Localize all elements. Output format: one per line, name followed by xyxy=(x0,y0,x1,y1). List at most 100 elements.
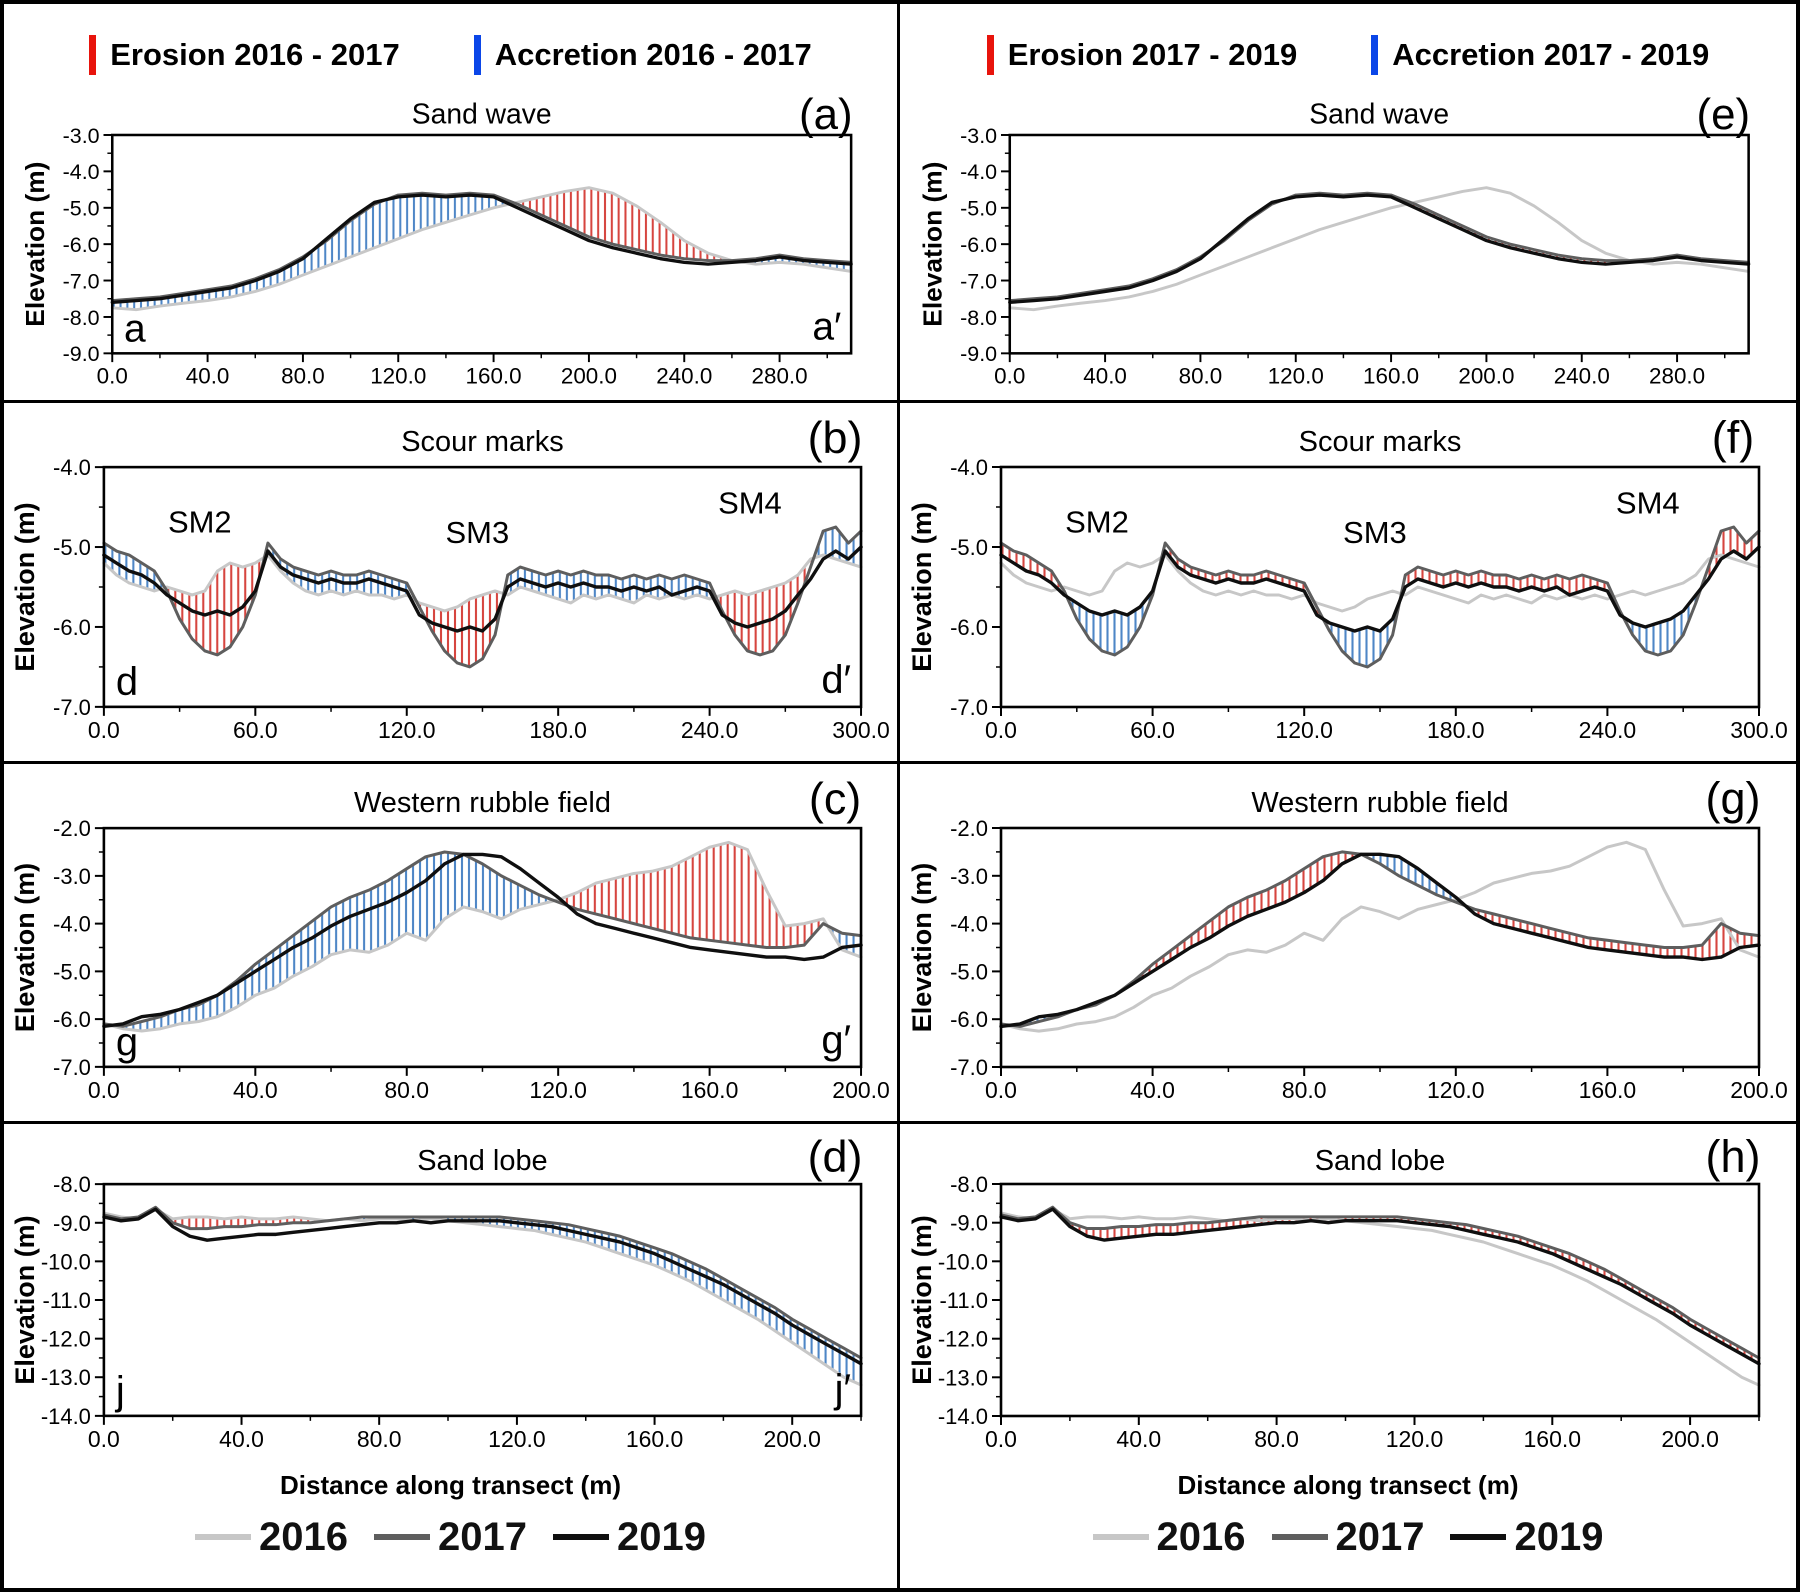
transect-end-label: g′ xyxy=(821,1018,851,1062)
x-tick-label: 240.0 xyxy=(1554,363,1610,388)
x-tick-label: 280.0 xyxy=(1649,363,1705,388)
accretion-region xyxy=(1323,600,1400,667)
x-tick-label: 200.0 xyxy=(561,363,617,388)
x-tick-label: 280.0 xyxy=(752,363,808,388)
y-axis-title: Elevation (m) xyxy=(20,161,50,326)
scour-mark-label: SM4 xyxy=(718,485,782,520)
x-tick-label: 120.0 xyxy=(529,1077,586,1103)
scour-mark-label: SM4 xyxy=(1616,485,1680,520)
y-tick-label: -4.0 xyxy=(960,160,997,184)
legend-accretion-label: Accretion 2016 - 2017 xyxy=(494,36,812,72)
x-tick-label: 80.0 xyxy=(1179,363,1223,388)
legend-2016: 2016 xyxy=(195,1515,348,1560)
panel-b-cell: 0.0 60.0 120.0 180.0 240.0 300.0 -4.0 -5.0 -6.0-… xyxy=(4,403,900,764)
x-axis: 0.0 60.0 120.0 180.0 240.0 300.0 xyxy=(88,706,890,743)
y-tick-label: -7.0 xyxy=(53,1055,91,1080)
legend-2017: 2017 xyxy=(1271,1514,1425,1560)
transect-end-label: a′ xyxy=(812,306,841,349)
y-tick-label: -2.0 xyxy=(950,816,988,841)
x-axis-title: Distance along transect (m) xyxy=(280,1470,621,1500)
y-tick-label: -6.0 xyxy=(63,233,100,257)
legend-top-left: Erosion 2016 - 2017 Accretion 2016 - 201… xyxy=(4,4,897,96)
x-tick-label: 80.0 xyxy=(1282,1077,1327,1103)
change-hatch-regions xyxy=(1001,1207,1759,1364)
x-axis: 0.0 40.0 80.0 120.0 160.0 200.0 240.0 280.0 xyxy=(97,353,828,388)
x-tick-label: 60.0 xyxy=(233,717,278,743)
x-tick-label: 160.0 xyxy=(1524,1426,1582,1452)
x-tick-label: 0.0 xyxy=(97,363,128,388)
change-hatch-regions xyxy=(112,187,852,310)
x-tick-label: 300.0 xyxy=(1730,717,1788,743)
x-axis: 0.0 40.0 80.0 120.0 160.0 200.0 xyxy=(985,1416,1760,1452)
y-tick-label: -10.0 xyxy=(41,1249,91,1274)
transect-end-label: j′ xyxy=(834,1367,851,1411)
erosion-region xyxy=(514,187,732,261)
x-tick-label: 80.0 xyxy=(281,363,325,388)
profile-line-2017 xyxy=(110,191,853,302)
x-tick-label: 120.0 xyxy=(1427,1077,1485,1103)
profile-line-2019 xyxy=(110,193,853,304)
panel-letter: (f) xyxy=(1712,412,1754,463)
panel-letter: (b) xyxy=(808,412,863,463)
panel-a-cell: Erosion 2016 - 2017 Accretion 2016 - 201… xyxy=(4,4,900,403)
x-tick-label: 0.0 xyxy=(88,1077,120,1103)
x-tick-label: 200.0 xyxy=(763,1426,820,1452)
accretion-tick-icon xyxy=(1371,34,1379,75)
accretion-tick-icon xyxy=(473,34,481,75)
transect-start-label: g xyxy=(116,1020,138,1064)
y-tick-label: -4.0 xyxy=(63,160,100,184)
y-tick-label: -14.0 xyxy=(938,1404,988,1429)
x-tick-label: 0.0 xyxy=(88,717,120,743)
panel-e-chart: 0.0 40.0 80.0 120.0 160.0 200.0 240.0 280.0 -3.0… xyxy=(918,96,1751,388)
profile-line-2016 xyxy=(102,840,863,1033)
profile-line-2019 xyxy=(999,852,1761,1029)
x-tick-label: 40.0 xyxy=(1116,1426,1161,1452)
profile-line-2017 xyxy=(999,1205,1761,1360)
line-swatch-2019 xyxy=(1450,1534,1507,1540)
change-hatch-regions xyxy=(103,842,862,1032)
y-axis: -3.0 -4.0 -5.0 -6.0 -7.0 -8.0 -9.0 xyxy=(960,124,1010,366)
x-tick-label: 0.0 xyxy=(985,1426,1017,1452)
y-axis-title: Elevation (m) xyxy=(907,863,937,1033)
legend-2017-label: 2017 xyxy=(1335,1514,1425,1559)
y-tick-label: -4.0 xyxy=(950,455,988,480)
legend-erosion-label: Erosion 2016 - 2017 xyxy=(110,36,400,72)
x-tick-label: 80.0 xyxy=(1254,1426,1299,1452)
y-tick-label: -4.0 xyxy=(53,912,91,937)
x-axis: 0.0 40.0 80.0 120.0 160.0 200.0 240.0 280.0 xyxy=(994,353,1726,388)
y-tick-label: -6.0 xyxy=(53,615,91,640)
panel-f-cell: 0.0 60.0 120.0 180.0 240.0 300.0 -4.0 -5.0 -6.0-… xyxy=(900,403,1796,764)
panel-g-cell: 0.0 40.0 80.0 120.0 160.0 200.0 -2.0 -3.0 -4.0 -5… xyxy=(900,764,1796,1124)
y-tick-label: -7.0 xyxy=(63,269,100,293)
x-tick-label: 40.0 xyxy=(233,1077,278,1103)
panel-letter: (h) xyxy=(1706,1131,1761,1182)
y-tick-label: -12.0 xyxy=(938,1327,988,1352)
erosion-tick-icon xyxy=(986,34,994,75)
x-tick-label: 120.0 xyxy=(1386,1426,1444,1452)
x-tick-label: 120.0 xyxy=(378,717,435,743)
x-tick-label: 240.0 xyxy=(656,363,712,388)
profile-line-2016 xyxy=(999,553,1761,613)
x-tick-label: 300.0 xyxy=(832,717,889,743)
profile-line-2019 xyxy=(102,1207,863,1366)
transect-start-label: j xyxy=(115,1369,125,1413)
y-tick-label: -3.0 xyxy=(960,124,997,148)
accretion-region xyxy=(827,925,862,958)
accretion-region xyxy=(264,543,417,601)
scour-mark-label: SM3 xyxy=(1343,515,1407,550)
x-tick-label: 160.0 xyxy=(626,1426,683,1452)
profile-line-2016 xyxy=(102,553,863,613)
panel-c-cell: 0.0 40.0 80.0 120.0 160.0 200.0 -2.0 -3.0 -4.0 -5… xyxy=(4,764,900,1124)
scour-mark-label: SM2 xyxy=(1065,505,1129,540)
y-axis: -2.0 -3.0 -4.0 -5.0 -6.0 -7.0 xyxy=(53,816,104,1080)
y-tick-label: -12.0 xyxy=(41,1327,91,1352)
panel-letter: (e) xyxy=(1696,96,1750,139)
y-tick-label: -6.0 xyxy=(53,1007,91,1032)
profile-line-2019 xyxy=(999,1207,1761,1366)
legend-bottom-right: 2016 2017 2019 xyxy=(900,1504,1796,1570)
y-tick-label: -6.0 xyxy=(950,615,988,640)
line-swatch-2016 xyxy=(195,1534,252,1540)
erosion-region xyxy=(1283,193,1749,265)
x-tick-label: 0.0 xyxy=(994,363,1025,388)
line-swatch-2017 xyxy=(1271,1534,1328,1540)
